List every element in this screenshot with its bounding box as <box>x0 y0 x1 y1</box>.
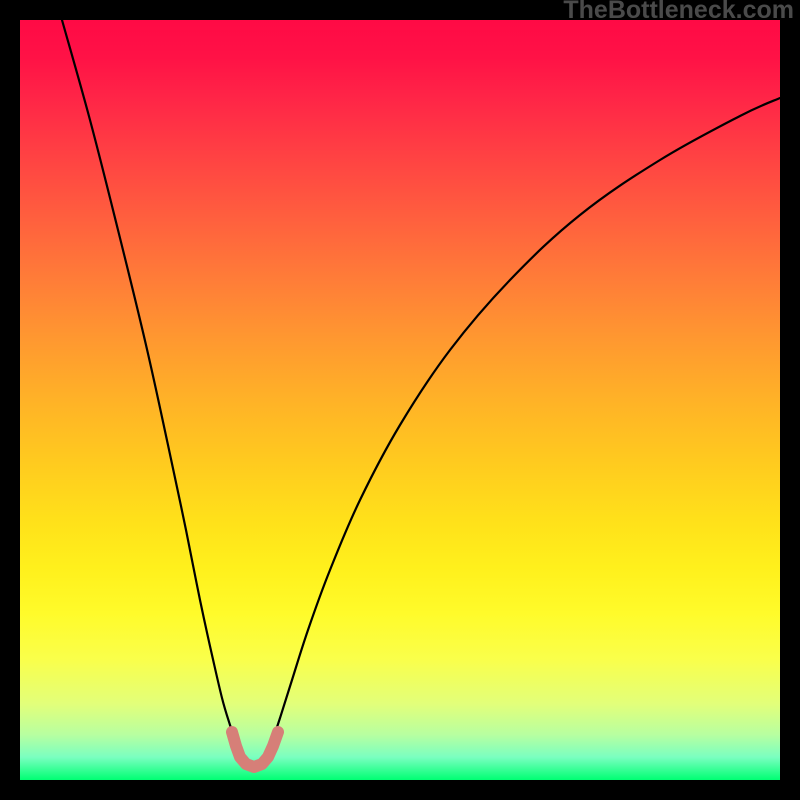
gradient-plot-area <box>20 20 780 780</box>
watermark-text: TheBottleneck.com <box>563 0 794 25</box>
chart-frame: TheBottleneck.com <box>0 0 800 800</box>
